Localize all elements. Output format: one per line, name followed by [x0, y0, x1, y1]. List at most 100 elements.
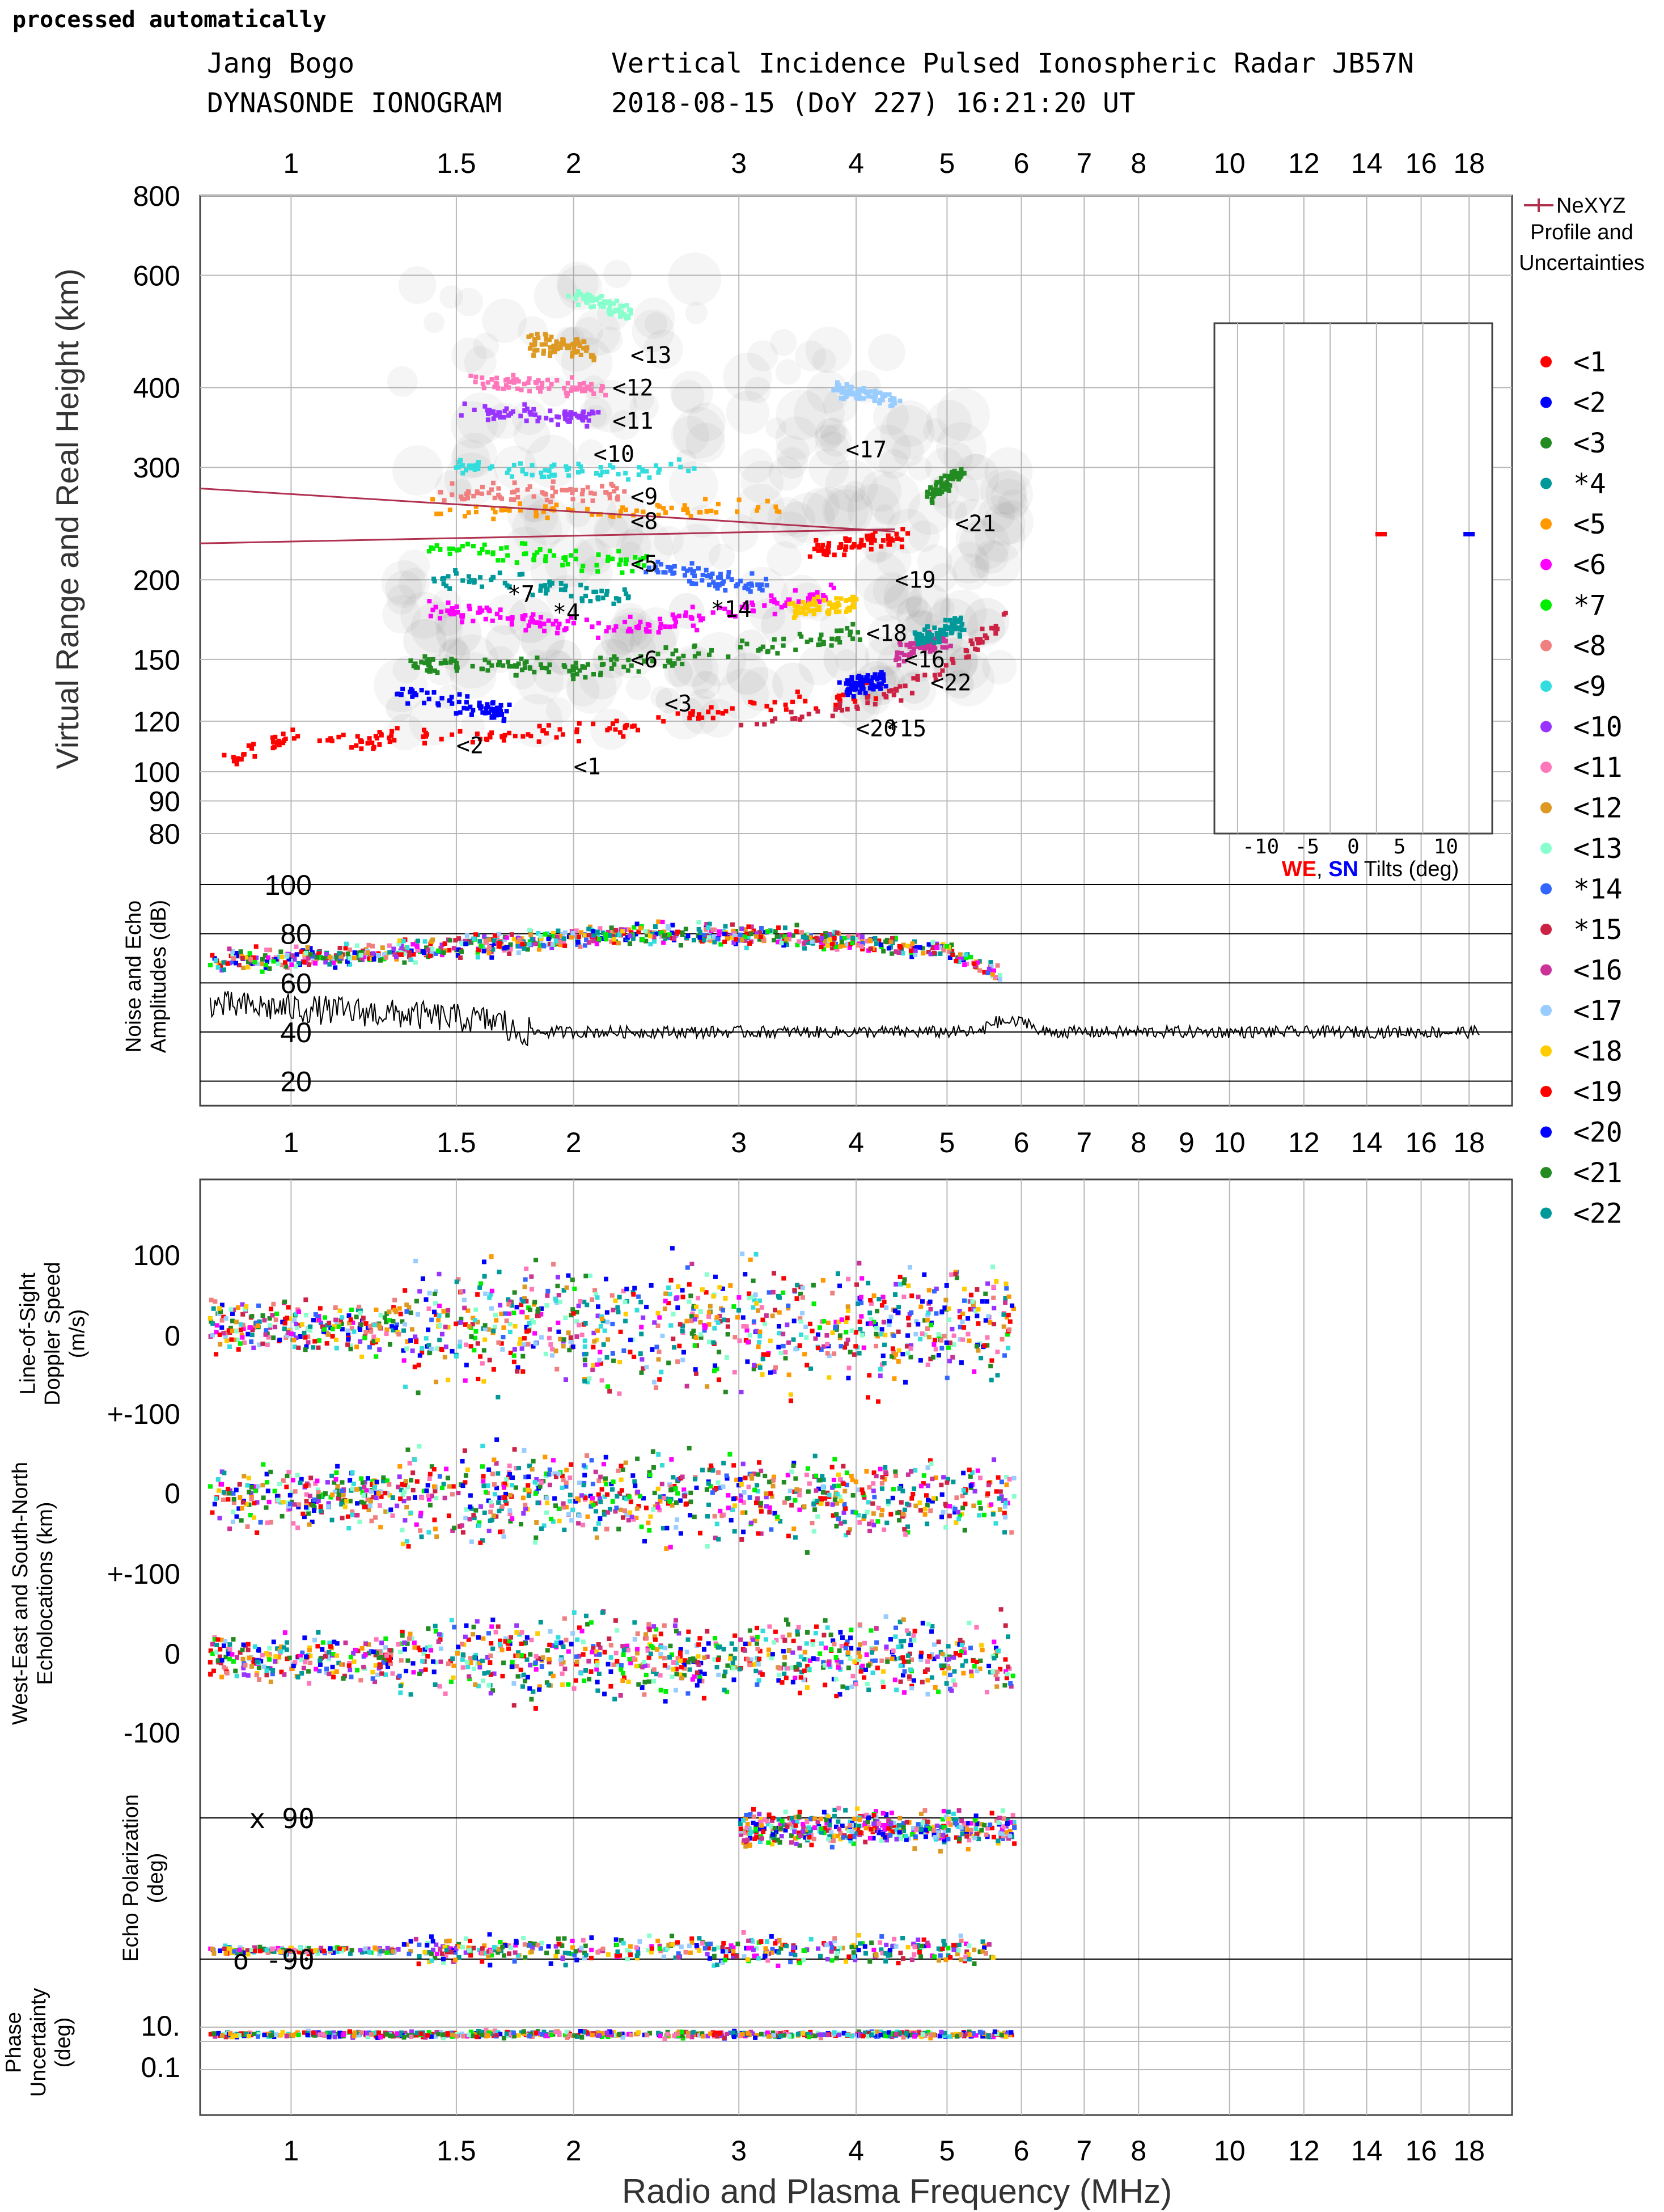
south-north-point [797, 1488, 802, 1493]
trace-point [283, 736, 288, 741]
doppler-point [992, 1322, 997, 1327]
trace-point [349, 745, 354, 750]
trace-point [465, 542, 470, 547]
trace-point [471, 708, 476, 713]
doppler-point [499, 1341, 504, 1346]
south-north-point [527, 1464, 532, 1469]
trace-point [904, 642, 909, 648]
amplitude-point [829, 946, 835, 951]
trace-point [925, 489, 930, 494]
doppler-point [853, 1344, 858, 1349]
amplitude-point [754, 934, 759, 939]
amplitude-point [905, 944, 910, 949]
doppler-point [315, 1315, 320, 1320]
amplitude-point [597, 936, 602, 941]
trace-point [736, 497, 742, 502]
doppler-point [663, 1291, 668, 1296]
trace-point [959, 471, 964, 476]
doppler-point [595, 1362, 600, 1367]
trace-point [624, 303, 629, 308]
trace-point [692, 644, 697, 649]
trace-point [472, 580, 477, 585]
amplitude-point [787, 932, 792, 937]
amplitude-point [264, 962, 269, 967]
doppler-point [883, 1333, 888, 1338]
south-north-point [759, 1531, 764, 1536]
amplitude-point [670, 931, 675, 936]
trace-point [995, 627, 1000, 632]
amplitude-point [357, 950, 362, 955]
trace-point [626, 594, 631, 599]
echo-cloud [670, 416, 710, 455]
amplitude-point [653, 924, 658, 929]
doppler-point [391, 1327, 396, 1333]
south-north-point [628, 1510, 633, 1515]
trace-point [277, 742, 282, 747]
south-north-point [902, 1526, 907, 1532]
doppler-point [414, 1339, 419, 1344]
south-north-point [316, 1498, 321, 1503]
doppler-point [554, 1367, 560, 1372]
trace-point [512, 480, 517, 485]
trace-point [827, 602, 832, 607]
trace-point [883, 684, 888, 689]
amplitude-point [276, 961, 281, 966]
south-north-point [636, 1504, 641, 1509]
south-north-point [231, 1491, 236, 1496]
doppler-point [922, 1318, 928, 1323]
doppler-point [706, 1322, 712, 1327]
south-north-point [340, 1498, 345, 1503]
trace-point [491, 480, 496, 485]
amplitude-point [697, 935, 702, 940]
doppler-point [777, 1295, 782, 1300]
doppler-point [859, 1276, 865, 1281]
amplitude-point [860, 941, 865, 946]
trace-point [911, 676, 916, 681]
trace-point [657, 467, 662, 472]
doppler-point [240, 1335, 245, 1340]
amplitude-point [680, 932, 685, 937]
trace-point [613, 624, 619, 629]
trace-point [444, 583, 449, 589]
amplitude-point [997, 977, 1002, 982]
doppler-point [723, 1389, 728, 1394]
doppler-point [867, 1310, 873, 1316]
amplitude-point [603, 932, 608, 937]
trace-point [922, 646, 927, 652]
doppler-point [763, 1321, 768, 1326]
trace-point [668, 568, 673, 573]
amplitude-point [718, 942, 723, 947]
trace-point [683, 613, 688, 618]
doppler-point [346, 1313, 352, 1318]
south-north-point [805, 1466, 810, 1471]
trace-point [848, 629, 853, 635]
south-north-point [749, 1520, 754, 1525]
doppler-point [797, 1343, 802, 1348]
amplitude-point [956, 959, 962, 965]
trace-point [580, 469, 585, 474]
trace-point [901, 659, 907, 664]
trace-point [481, 386, 486, 391]
trace-point [517, 501, 522, 506]
echo-cloud [780, 501, 816, 538]
doppler-point [936, 1353, 941, 1358]
doppler-point [454, 1354, 459, 1359]
doppler-point [228, 1325, 233, 1330]
doppler-point [767, 1290, 772, 1295]
trace-point [850, 636, 856, 641]
doppler-point [271, 1301, 276, 1306]
south-north-point [978, 1506, 983, 1511]
trace-point [871, 537, 876, 542]
trace-point [489, 663, 494, 668]
south-north-point [958, 1513, 963, 1518]
doppler-point [728, 1283, 733, 1288]
south-north-point [575, 1496, 580, 1501]
echo-cloud [760, 604, 802, 646]
trace-point [598, 670, 603, 675]
doppler-point [432, 1309, 437, 1314]
doppler-point [768, 1370, 773, 1375]
echo-cloud [502, 526, 548, 572]
trace-point [389, 729, 395, 734]
doppler-point [825, 1320, 831, 1325]
south-north-point [718, 1485, 723, 1490]
